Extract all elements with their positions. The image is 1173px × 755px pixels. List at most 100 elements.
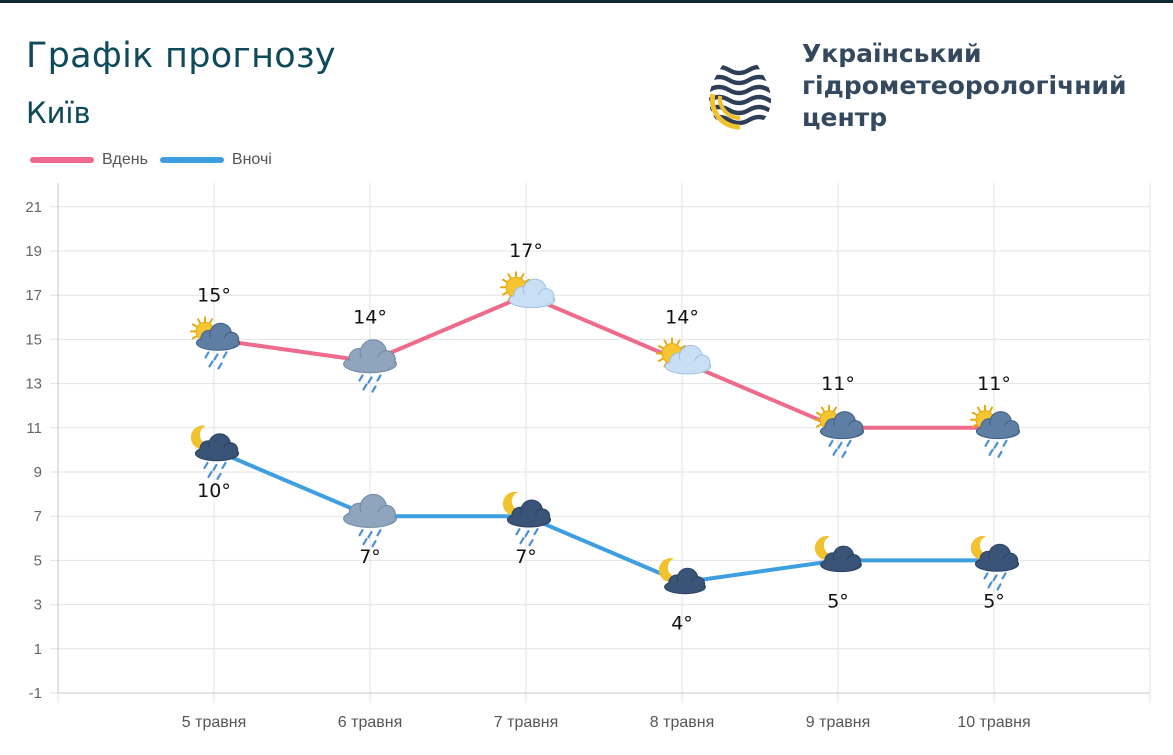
water-drop-logo-icon	[709, 64, 771, 130]
rain-drop	[222, 351, 228, 359]
legend-item-night[interactable]: Вночі	[159, 151, 272, 169]
data-label: 15°	[197, 284, 231, 306]
rain-drop	[533, 528, 539, 536]
rain-drop	[203, 461, 209, 469]
sun-ray	[971, 423, 978, 428]
rain-drop	[1001, 572, 1007, 580]
sun-ray	[815, 423, 822, 428]
rain-drop	[993, 441, 999, 449]
rain-drops	[828, 439, 852, 458]
cloud-fill	[198, 337, 238, 349]
y-tick-label: 1	[34, 641, 42, 658]
rain-drop	[984, 439, 990, 447]
night-cloud-icon	[814, 535, 862, 573]
page-title: Графік прогнозу	[26, 36, 336, 76]
rain-drop	[846, 439, 852, 447]
data-label: 7°	[359, 546, 381, 568]
rain-drop	[528, 539, 534, 547]
sun-ray	[977, 406, 981, 413]
rain-drop	[207, 470, 213, 478]
data-label: 7°	[515, 546, 537, 568]
data-label: 14°	[665, 307, 699, 329]
y-tick-label: 13	[25, 376, 42, 393]
sun-ray	[989, 406, 993, 413]
cloud-shape	[508, 278, 556, 309]
data-label: 10°	[197, 480, 231, 502]
cloud-shape	[974, 543, 1020, 572]
rain-drop	[367, 531, 373, 539]
cloud-shape	[975, 411, 1021, 440]
sun-ray	[191, 335, 198, 340]
y-tick-label: -1	[29, 685, 42, 702]
rain-drop	[841, 450, 847, 458]
sun-ray	[524, 278, 530, 283]
rain-drop	[376, 529, 382, 537]
moon-crescent	[814, 535, 837, 560]
cloud-shape	[343, 339, 397, 374]
data-label: 11°	[821, 373, 855, 395]
sun-ray	[507, 273, 512, 279]
night-cloud-rain-icon	[190, 425, 240, 480]
legend-swatch-day	[30, 157, 94, 163]
partly-cloudy-icon	[656, 337, 712, 375]
brand: Український гідрометеорологічний центр	[705, 38, 1165, 138]
rain-drop	[362, 538, 368, 546]
rain-drop	[213, 353, 219, 361]
rain-drop	[204, 351, 210, 359]
rain-drop	[519, 537, 525, 545]
y-tick-label: 5	[34, 552, 42, 569]
x-axis: 5 травня 6 травня 7 травня 8 травня 9 травня…	[182, 714, 1031, 731]
cloud-shape	[664, 344, 712, 375]
cloud-fill	[822, 559, 860, 570]
series-line	[213, 293, 994, 430]
rain-drop	[997, 450, 1003, 458]
rain-drop	[988, 448, 994, 456]
sun-ray	[520, 273, 525, 279]
cloud-shape	[343, 493, 397, 528]
moon-crescent	[658, 558, 681, 583]
rain-drop	[1002, 439, 1008, 447]
partly-cloudy-icon	[500, 271, 556, 309]
legend-label-night: Вночі	[231, 151, 272, 168]
cloud-fill	[345, 511, 395, 526]
rain-drop	[983, 572, 989, 580]
y-tick-label: 15	[25, 331, 42, 348]
y-tick-label: 21	[25, 199, 42, 216]
sun-ray	[191, 323, 198, 328]
x-tick-label: 9 травня	[806, 714, 870, 731]
sun-ray	[197, 318, 201, 324]
sun-ray	[971, 411, 978, 416]
sun-ray	[502, 278, 508, 283]
y-tick-label: 9	[34, 464, 42, 481]
sun-ray	[821, 406, 825, 413]
sun-ray	[658, 358, 664, 362]
rain-drop	[371, 540, 377, 548]
rain-drop	[212, 463, 218, 471]
data-label: 4°	[671, 613, 693, 635]
rain-drop	[828, 439, 834, 447]
cloud-fill	[822, 426, 862, 437]
rain-drops	[203, 461, 227, 480]
sun-ray	[663, 339, 668, 345]
rain-drop	[221, 461, 227, 469]
data-label: 14°	[353, 307, 387, 329]
cloud-fill	[197, 448, 237, 459]
brand-name: Український гідрометеорологічний центр	[802, 38, 1127, 134]
rain-drop	[216, 472, 222, 480]
partly-cloudy-rain-icon	[970, 404, 1021, 458]
cloud-fill	[511, 294, 553, 306]
cloud-shape	[194, 433, 240, 462]
brand-name-line: Український	[802, 39, 982, 68]
sun-ray	[209, 318, 213, 324]
top-bar	[0, 0, 1173, 3]
rain-drop	[832, 448, 838, 456]
brand-name-line: центр	[802, 103, 888, 132]
series-day: 15° 14° 17° 14° 11° 11°	[190, 240, 1021, 458]
rain-drop	[996, 583, 1002, 591]
sun-ray	[833, 406, 837, 413]
rain-drops	[204, 351, 228, 370]
legend-item-day[interactable]: Вдень	[30, 151, 148, 169]
y-tick-label: 3	[34, 597, 42, 614]
cloud-shape	[664, 567, 706, 595]
partly-cloudy-rain-icon	[190, 316, 241, 370]
